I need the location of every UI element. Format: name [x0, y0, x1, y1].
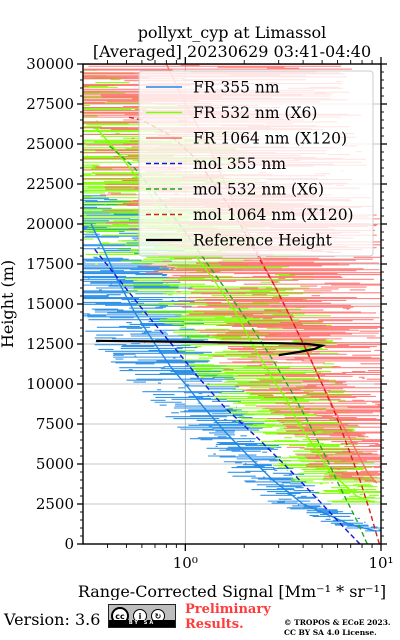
chart-subtitle: [Averaged] 20230629 03:41-04:40	[93, 42, 371, 61]
legend-label-2: FR 1064 nm (X120)	[193, 130, 347, 148]
legend-label-3: mol 355 nm	[193, 155, 286, 173]
x-axis-label: Range-Corrected Signal [Mm⁻¹ * sr⁻¹]	[78, 582, 386, 600]
axis-ticks: 0 2500 5000 7500 10000 12500 15000 17500 20000 22…	[26, 55, 393, 572]
y-tick-label: 22500	[26, 175, 74, 193]
y-tick-label: 15000	[26, 295, 74, 313]
x-tick-label: 10¹	[368, 554, 393, 572]
lidar-profile-chart: pollyxt_cyp at Limassol [Averaged] 20230…	[0, 23, 394, 600]
y-tick-label: 25000	[26, 135, 74, 153]
y-tick-label: 0	[64, 535, 74, 553]
y-tick-label: 5000	[36, 455, 74, 473]
by-icon: i	[133, 609, 147, 623]
legend-label-4: mol 532 nm (X6)	[193, 181, 324, 199]
y-tick-label: 20000	[26, 215, 74, 233]
x-tick-label: 10⁰	[173, 554, 198, 572]
y-tick-label: 17500	[26, 255, 74, 273]
y-tick-label: 30000	[26, 55, 74, 73]
preliminary-line-2: Results.	[185, 617, 244, 632]
y-axis-label: Height (m)	[0, 260, 17, 348]
y-tick-label: 7500	[36, 415, 74, 433]
y-tick-label: 2500	[36, 495, 74, 513]
cc-license-badge: cc i ↻ BY SA	[108, 604, 176, 628]
chart-title: pollyxt_cyp at Limassol	[138, 23, 327, 42]
y-tick-label: 27500	[26, 95, 74, 113]
sa-icon: ↻	[151, 609, 165, 623]
preliminary-notice: Preliminary Results.	[185, 602, 271, 632]
cc-strip-label: BY SA	[109, 620, 175, 627]
y-tick-label: 12500	[26, 335, 74, 353]
legend-label-0: FR 355 nm	[193, 79, 280, 97]
legend-label-6: Reference Height	[193, 232, 333, 250]
legend: FR 355 nm FR 532 nm (X6) FR 1064 nm (X120)…	[138, 70, 374, 257]
y-tick-label: 10000	[26, 375, 74, 393]
copyright-line-2: CC BY SA 4.0 License.	[284, 628, 377, 637]
series-line-6	[96, 339, 327, 357]
preliminary-line-1: Preliminary	[185, 602, 271, 617]
legend-box	[138, 70, 374, 257]
legend-label-1: FR 532 nm (X6)	[193, 104, 317, 122]
series-line-0	[90, 223, 377, 532]
copyright-line-1: © TROPOS & ECoE 2023.	[284, 618, 391, 627]
version-label: Version: 3.6	[4, 610, 101, 629]
copyright-notice: © TROPOS & ECoE 2023. CC BY SA 4.0 Licen…	[284, 618, 391, 638]
series-line-3	[93, 247, 361, 545]
legend-label-5: mol 1064 nm (X120)	[193, 206, 354, 224]
